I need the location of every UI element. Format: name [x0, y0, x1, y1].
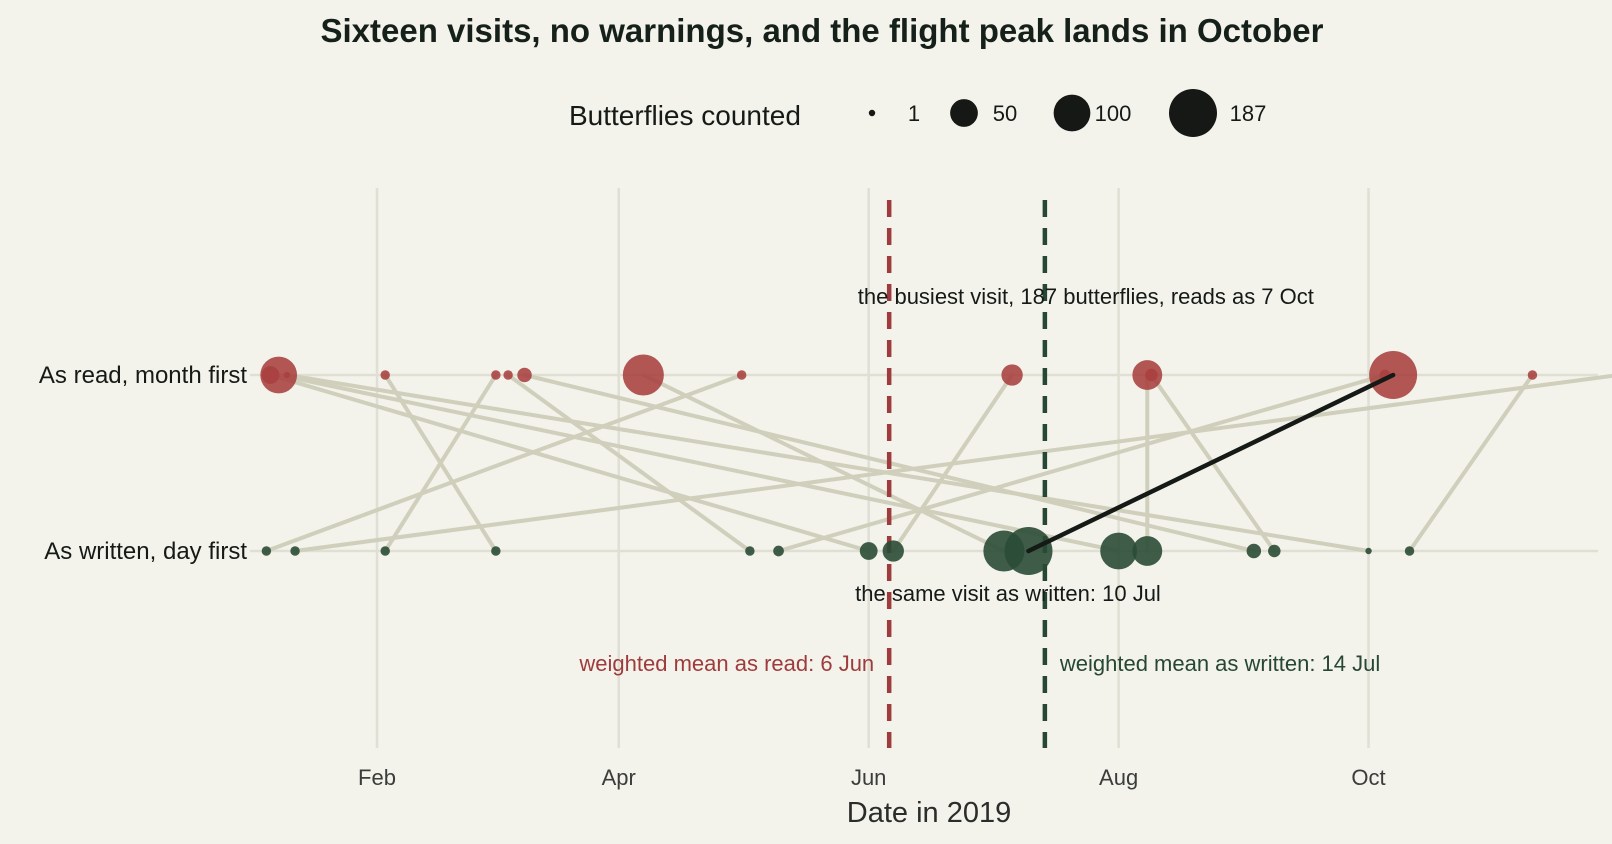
- point-written-20190908: [1268, 544, 1281, 558]
- legend-key-50: [950, 99, 978, 127]
- connectors: [264, 373, 1612, 553]
- legend-key-1: [868, 109, 876, 117]
- point-read-20190302: [491, 370, 501, 380]
- point-read-20190501: [736, 370, 747, 380]
- legend-key-187: [1169, 89, 1217, 137]
- point-written-20190302: [491, 546, 501, 556]
- reference-lines: [886, 200, 1048, 748]
- connector-20190503: [506, 373, 752, 553]
- reference-label-written: weighted mean as written: 14 Jul: [1059, 651, 1380, 676]
- connector-20190801: [276, 373, 1121, 553]
- point-written-20190903: [1246, 543, 1262, 559]
- annotation-read: the busiest visit, 187 butterflies, read…: [858, 284, 1314, 309]
- point-read-20190407: [622, 354, 664, 396]
- point-written-20190808: [1132, 536, 1163, 566]
- annotation-written: the same visit as written: 10 Jul: [855, 581, 1161, 606]
- legend-label-50: 50: [993, 101, 1017, 126]
- row-label-written: As written, day first: [44, 538, 247, 565]
- x-tick-aug: Aug: [1099, 765, 1138, 790]
- x-tick-apr: Apr: [602, 765, 636, 790]
- point-read-20190706: [1001, 364, 1023, 386]
- point-read-20190110: [283, 371, 291, 379]
- x-tick-jun: Jun: [851, 765, 886, 790]
- x-tick-oct: Oct: [1351, 765, 1385, 790]
- legend-key-100: [1053, 94, 1091, 132]
- connector-20190105: [264, 373, 744, 553]
- points: [260, 351, 1538, 575]
- point-read-20190809: [1145, 368, 1158, 382]
- legend: Butterflies counted 1 50 100 187: [569, 89, 1266, 137]
- point-written-20190510: [773, 545, 784, 557]
- connector-20191001: [284, 373, 1371, 553]
- connector-20190112: [293, 373, 1612, 553]
- point-written-20190112: [290, 546, 300, 556]
- point-written-20190607: [882, 540, 904, 562]
- row-label-read: As read, month first: [39, 362, 247, 389]
- point-written-20190704: [983, 530, 1025, 572]
- labels: Feb Apr Jun Aug Oct As read, month first As wr…: [39, 284, 1386, 790]
- point-read-20190106: [261, 366, 280, 384]
- point-read-20190309: [517, 367, 532, 383]
- connector-20190510: [776, 373, 1387, 553]
- chart-title: Sixteen visits, no warnings, and the fli…: [320, 12, 1323, 49]
- point-written-20190203: [380, 546, 390, 556]
- x-axis-label: Date in 2019: [847, 797, 1011, 829]
- x-tick-feb: Feb: [358, 765, 396, 790]
- connector-20190607: [891, 373, 1015, 553]
- reference-label-read: weighted mean as read: 6 Jun: [578, 651, 874, 676]
- highlight-connector: [1026, 372, 1396, 554]
- connector-20191011: [1407, 373, 1535, 553]
- point-written-20190801: [1100, 532, 1137, 570]
- point-read-20191110: [1527, 370, 1538, 380]
- point-written-20190503: [745, 546, 755, 556]
- point-written-20190601: [859, 542, 878, 560]
- point-read-20190203: [380, 370, 390, 380]
- legend-label-1: 1: [908, 101, 920, 126]
- connector-20190601: [268, 373, 871, 553]
- legend-title: Butterflies counted: [569, 100, 801, 131]
- connector-20190302: [383, 373, 498, 553]
- point-read-20190305: [503, 370, 513, 380]
- point-written-20191011: [1404, 546, 1415, 556]
- legend-label-187: 187: [1230, 101, 1267, 126]
- point-written-20191001: [1365, 547, 1372, 555]
- legend-label-100: 100: [1095, 101, 1132, 126]
- point-written-20190105: [261, 546, 272, 556]
